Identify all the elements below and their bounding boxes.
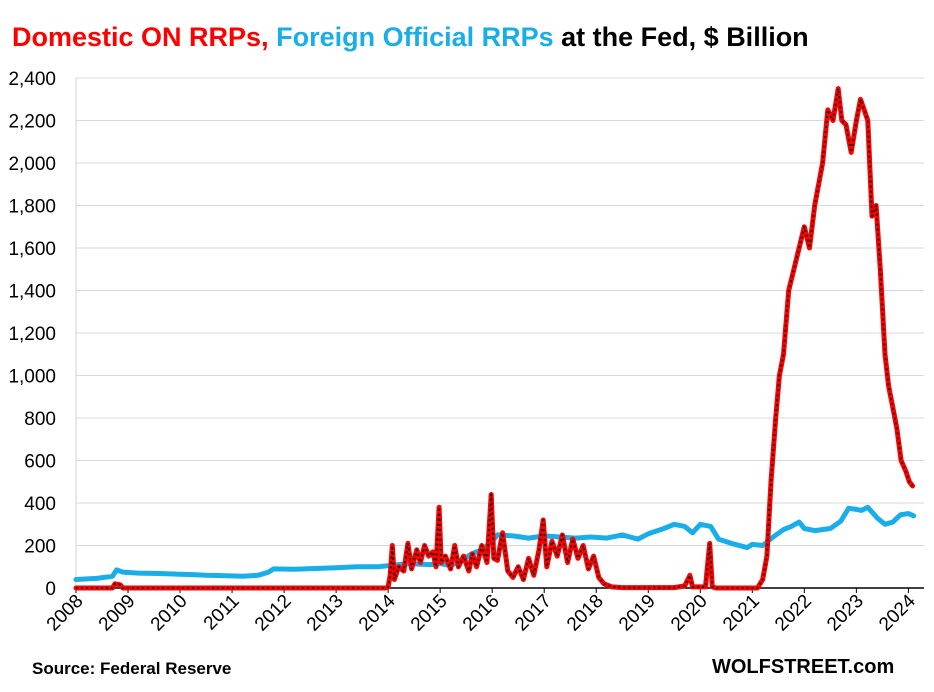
x-tick-label: 2009 bbox=[95, 591, 140, 636]
x-tick-label: 2017 bbox=[511, 591, 556, 636]
y-tick-label: 0 bbox=[45, 579, 56, 600]
x-tick-label: 2020 bbox=[667, 591, 712, 636]
title-domestic-label: Domestic ON RRPs, bbox=[12, 22, 269, 52]
x-tick-label: 2012 bbox=[251, 591, 296, 636]
y-tick-label: 2,000 bbox=[8, 154, 56, 175]
series-domestic-overlay bbox=[76, 87, 914, 589]
series-domestic-line bbox=[73, 86, 916, 591]
y-tick-label: 1,000 bbox=[8, 367, 56, 388]
y-tick-label: 800 bbox=[24, 409, 56, 430]
chart-title: Domestic ON RRPs, Foreign Official RRPs … bbox=[12, 22, 809, 53]
title-rest-label: at the Fed, $ Billion bbox=[561, 22, 809, 52]
y-tick-label: 2,200 bbox=[8, 112, 56, 133]
x-tick-label: 2019 bbox=[615, 591, 660, 636]
y-tick-label: 1,800 bbox=[8, 197, 56, 218]
x-tick-label: 2011 bbox=[200, 591, 244, 635]
title-foreign-label: Foreign Official RRPs bbox=[276, 22, 554, 52]
x-tick-label: 2016 bbox=[459, 591, 504, 636]
y-axis: 0 200 400 600 800 1,000 1,200 1,400 1,600 1,800 2,… bbox=[8, 69, 77, 600]
x-axis: 2008 2009 2010 2011 2012 2013 2014 2015 2016 2017… bbox=[43, 587, 924, 636]
x-tick-label: 2022 bbox=[771, 591, 816, 636]
y-tick-label: 200 bbox=[24, 537, 56, 558]
y-tick-label: 1,400 bbox=[8, 282, 56, 303]
y-tick-label: 600 bbox=[24, 452, 56, 473]
x-tick-label: 2015 bbox=[407, 591, 452, 636]
y-tick-label: 400 bbox=[24, 494, 56, 515]
y-tick-label: 1,200 bbox=[8, 324, 56, 345]
series-group bbox=[73, 86, 917, 591]
x-tick-label: 2014 bbox=[355, 590, 400, 635]
x-tick-label: 2018 bbox=[563, 591, 608, 636]
y-tick-label: 1,600 bbox=[8, 239, 56, 260]
x-tick-label: 2024 bbox=[875, 590, 920, 635]
x-tick-label: 2021 bbox=[719, 591, 764, 636]
series-foreign-line bbox=[73, 504, 917, 582]
source-note: Source: Federal Reserve bbox=[32, 659, 232, 678]
x-tick-label: 2010 bbox=[147, 591, 192, 636]
gridlines bbox=[76, 77, 924, 546]
x-tick-label: 2023 bbox=[823, 591, 868, 636]
y-tick-label: 2,400 bbox=[8, 69, 56, 90]
brand-logo-text: WOLFSTREET.com bbox=[712, 656, 895, 678]
x-tick-label: 2013 bbox=[303, 591, 348, 636]
